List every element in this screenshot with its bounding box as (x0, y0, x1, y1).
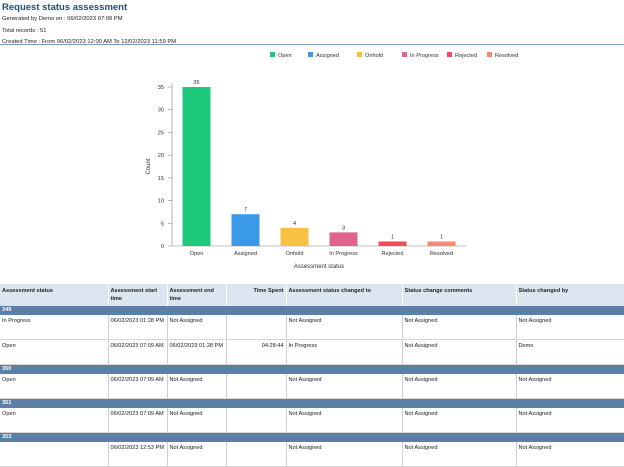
column-header[interactable]: Assessment status changed to (286, 284, 403, 306)
column-header[interactable]: Time Spent (226, 284, 287, 306)
table-cell: 06/02/2023 01:28 PM (108, 315, 168, 340)
legend-swatch (402, 52, 407, 57)
assessment-table: Assessment status Assessment start time As… (0, 284, 624, 467)
column-header[interactable]: Assessment end time (167, 284, 227, 306)
x-tick-label: Rejected (381, 251, 403, 257)
x-tick-label: Assigned (234, 251, 257, 257)
table-cell: Not Assigned (167, 408, 227, 433)
table-cell: Not Assigned (516, 374, 624, 399)
table-cell: 06/02/2023 07:09 AM (108, 408, 168, 433)
table-cell: Not Assigned (167, 374, 227, 399)
legend-swatch (447, 52, 452, 57)
bar (378, 241, 407, 246)
total-records-text: Total records : 51 (2, 27, 47, 34)
table-cell: Not Assigned (402, 408, 517, 433)
table-cell: In Progress (0, 315, 109, 340)
legend-swatch (270, 52, 275, 57)
y-tick-label: 0 (161, 244, 164, 250)
created-time-text: Created Time : From 06/02/2023 12:00 AM … (2, 39, 177, 45)
generated-by-text: Generated by Demo on : 06/02/2023 07:08 … (2, 16, 123, 22)
y-tick-label: 5 (161, 221, 164, 227)
table-cell (226, 408, 287, 433)
table-cell: Not Assigned (286, 315, 403, 340)
x-tick-label: In Progress (329, 251, 358, 257)
report-header: Request status assessment Generated by D… (2, 0, 622, 49)
table-cell: 06/02/2023 01:28 PM (167, 339, 227, 365)
group-id: 349 (0, 306, 624, 315)
legend-label: Open (278, 53, 292, 59)
x-tick-label: Open (190, 251, 204, 257)
group-row: 349 (0, 306, 624, 315)
table-cell: 04:28:44 (226, 339, 287, 365)
bar-value-label: 1 (391, 234, 394, 240)
legend-label: Resolved (495, 53, 518, 59)
x-tick-label: Onhold (285, 251, 303, 257)
group-id: 353 (0, 432, 624, 442)
table-cell: Not Assigned (402, 339, 517, 365)
table-cell: 06/02/2023 07:09 AM (108, 339, 168, 365)
bar-value-label: 3 (342, 225, 345, 231)
y-tick-label: 20 (158, 153, 164, 159)
column-header[interactable]: Assessment status (0, 284, 109, 306)
column-header[interactable]: Status change comments (402, 284, 517, 306)
bar (231, 214, 260, 246)
y-tick-label: 15 (158, 176, 164, 182)
group-id: 351 (0, 398, 624, 408)
y-tick-label: 25 (158, 130, 164, 136)
legend-swatch (308, 52, 313, 57)
y-tick-label: 30 (158, 108, 164, 114)
table-header-row: Assessment status Assessment start time As… (0, 284, 624, 306)
bar (182, 87, 211, 246)
x-axis-title: Assessment status (294, 264, 344, 270)
table-row[interactable]: Open 06/02/2023 07:09 AM 06/02/2023 01:28 … (0, 339, 624, 365)
table-cell: Open (0, 408, 109, 433)
table-cell: Not Assigned (286, 374, 403, 399)
legend-label: Assigned (316, 53, 339, 59)
bar-value-label: 4 (293, 221, 296, 227)
group-row: 353 (0, 432, 624, 442)
bar-value-label: 35 (193, 80, 199, 86)
column-header[interactable]: Assessment start time (108, 284, 168, 306)
table-cell: Not Assigned (516, 315, 624, 340)
report-title: Request status assessment (2, 2, 128, 13)
bar (427, 241, 456, 246)
status-bar-chart: Open Assigned Onhold In Progress Rejected Res… (146, 52, 518, 270)
table-cell: Not Assigned (516, 408, 624, 433)
table-cell (226, 374, 287, 399)
table-cell: Open (0, 374, 109, 399)
group-row: 351 (0, 398, 624, 408)
group-row: 350 (0, 364, 624, 374)
table-row[interactable]: In Progress 06/02/2023 01:28 PM Not Assign… (0, 315, 624, 340)
table-cell: 06/02/2023 07:09 AM (108, 374, 168, 399)
y-axis-title: Count (146, 158, 152, 174)
legend-label: Rejected (455, 53, 477, 59)
table-cell: Demo (516, 339, 624, 365)
table-row[interactable]: Open 06/02/2023 07:09 AM Not Assigned Not A… (0, 374, 624, 399)
header-divider (0, 44, 624, 45)
y-tick-label: 10 (158, 199, 164, 205)
legend-swatch (357, 52, 362, 57)
table-cell: Not Assigned (402, 315, 517, 340)
x-tick-label: Resolved (430, 251, 453, 257)
legend-label: In Progress (410, 53, 439, 59)
bar-value-label: 1 (440, 234, 443, 240)
table-cell: Not Assigned (402, 374, 517, 399)
table-row[interactable]: Open 06/02/2023 07:09 AM Not Assigned Not A… (0, 408, 624, 433)
legend-label: Onhold (365, 53, 383, 59)
table-cell: Open (0, 339, 109, 365)
group-id: 350 (0, 364, 624, 374)
bar (280, 227, 309, 246)
bar-value-label: 7 (244, 207, 247, 213)
y-tick-label: 35 (158, 85, 164, 91)
legend-swatch (487, 52, 492, 57)
table-cell: Not Assigned (286, 408, 403, 433)
table-cell: Not Assigned (167, 315, 227, 340)
column-header[interactable]: Status changed by (516, 284, 624, 306)
table-cell (226, 315, 287, 340)
bar (329, 232, 358, 246)
table-cell: In Progress (286, 339, 403, 365)
